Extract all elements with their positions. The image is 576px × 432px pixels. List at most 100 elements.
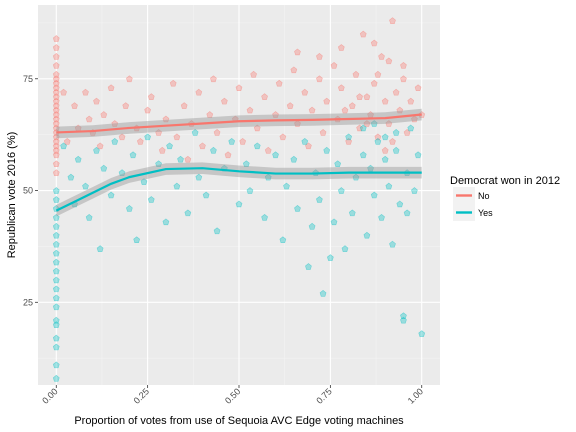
data-point-no xyxy=(52,106,60,114)
data-point-no xyxy=(52,84,60,92)
data-point-no xyxy=(370,39,378,47)
data-point-yes xyxy=(74,155,82,163)
data-point-no xyxy=(85,115,93,123)
data-point-yes xyxy=(52,361,60,369)
data-point-yes xyxy=(392,146,400,154)
data-point-no xyxy=(308,106,316,114)
data-point-no xyxy=(378,53,385,60)
data-point-yes xyxy=(177,155,184,163)
data-point-yes xyxy=(308,222,316,230)
data-point-yes xyxy=(378,213,385,221)
data-point-yes xyxy=(140,178,148,185)
data-point-no xyxy=(199,142,206,150)
data-point-no xyxy=(305,142,312,150)
data-point-no xyxy=(286,102,294,109)
data-point-yes xyxy=(352,173,360,181)
data-point-no xyxy=(411,115,418,123)
data-point-no xyxy=(52,70,60,78)
data-point-no xyxy=(407,97,415,105)
data-point-no xyxy=(118,133,126,141)
data-point-yes xyxy=(294,205,301,212)
data-point-no xyxy=(356,124,363,132)
x-tick-label: 0.50 xyxy=(223,386,242,405)
data-point-no xyxy=(52,160,60,168)
data-point-no xyxy=(52,75,60,83)
grid-lines xyxy=(38,5,440,385)
data-point-yes xyxy=(341,245,349,252)
data-point-no xyxy=(52,44,60,51)
data-point-no xyxy=(250,70,257,78)
data-point-no xyxy=(122,102,130,109)
data-point-yes xyxy=(363,231,371,239)
data-point-no xyxy=(147,93,155,100)
data-point-no xyxy=(162,115,170,123)
data-point-no xyxy=(385,57,393,65)
data-point-no xyxy=(136,137,144,145)
data-point-yes xyxy=(52,196,60,203)
data-point-no xyxy=(52,35,60,42)
data-point-yes xyxy=(330,218,338,226)
data-point-yes xyxy=(147,196,155,203)
data-point-no xyxy=(52,61,60,69)
x-tick-label: 0.00 xyxy=(40,386,59,405)
data-point-no xyxy=(52,120,60,127)
data-point-no xyxy=(363,93,371,100)
data-point-no xyxy=(100,111,108,118)
data-point-yes xyxy=(323,146,331,154)
data-point-no xyxy=(385,120,393,127)
data-point-yes xyxy=(52,316,60,324)
data-point-yes xyxy=(345,133,352,141)
data-point-yes xyxy=(144,133,151,141)
data-point-yes xyxy=(129,151,137,159)
data-point-no xyxy=(235,84,243,92)
data-point-yes xyxy=(370,120,378,127)
data-point-yes xyxy=(202,191,210,199)
data-point-yes xyxy=(52,240,60,248)
data-point-yes xyxy=(184,209,192,217)
data-point-yes xyxy=(374,137,382,145)
data-point-yes xyxy=(191,129,199,136)
data-point-no xyxy=(52,151,60,159)
data-point-no xyxy=(158,146,166,154)
data-point-yes xyxy=(348,209,356,217)
data-point-no xyxy=(221,97,228,105)
data-point-no xyxy=(272,111,279,118)
data-point-yes xyxy=(392,129,400,136)
data-point-no xyxy=(71,102,78,109)
data-point-no xyxy=(381,97,389,105)
data-point-no xyxy=(52,111,60,118)
data-point-yes xyxy=(52,303,60,311)
data-point-yes xyxy=(301,137,309,145)
data-point-no xyxy=(63,137,71,145)
data-point-no xyxy=(224,151,232,159)
data-point-no xyxy=(126,75,133,83)
data-point-yes xyxy=(228,137,236,145)
data-point-no xyxy=(111,120,119,127)
data-point-no xyxy=(52,169,60,176)
data-point-yes xyxy=(52,276,60,284)
data-point-no xyxy=(210,75,217,83)
data-point-yes xyxy=(261,213,268,221)
legend-title: Democrat won in 2012 xyxy=(450,175,560,187)
data-point-no xyxy=(195,88,203,96)
data-point-yes xyxy=(316,196,323,203)
data-point-yes xyxy=(403,209,411,217)
data-point-no xyxy=(184,155,192,163)
trend-line-no xyxy=(56,113,422,134)
data-point-yes xyxy=(242,160,250,168)
data-point-no xyxy=(52,102,60,109)
trend-line-yes xyxy=(55,167,422,212)
data-point-yes xyxy=(52,222,60,230)
data-point-yes xyxy=(52,374,60,382)
data-point-no xyxy=(264,146,272,154)
data-point-yes xyxy=(118,169,126,176)
data-point-no xyxy=(82,88,89,96)
legend-item-no: No xyxy=(453,187,490,204)
data-point-yes xyxy=(396,200,404,208)
data-point-yes xyxy=(52,258,60,266)
data-point-yes xyxy=(52,343,60,351)
x-tick-label: 0.75 xyxy=(314,386,333,405)
data-point-no xyxy=(52,79,60,87)
data-point-yes xyxy=(253,142,261,150)
data-point-yes xyxy=(93,146,100,154)
